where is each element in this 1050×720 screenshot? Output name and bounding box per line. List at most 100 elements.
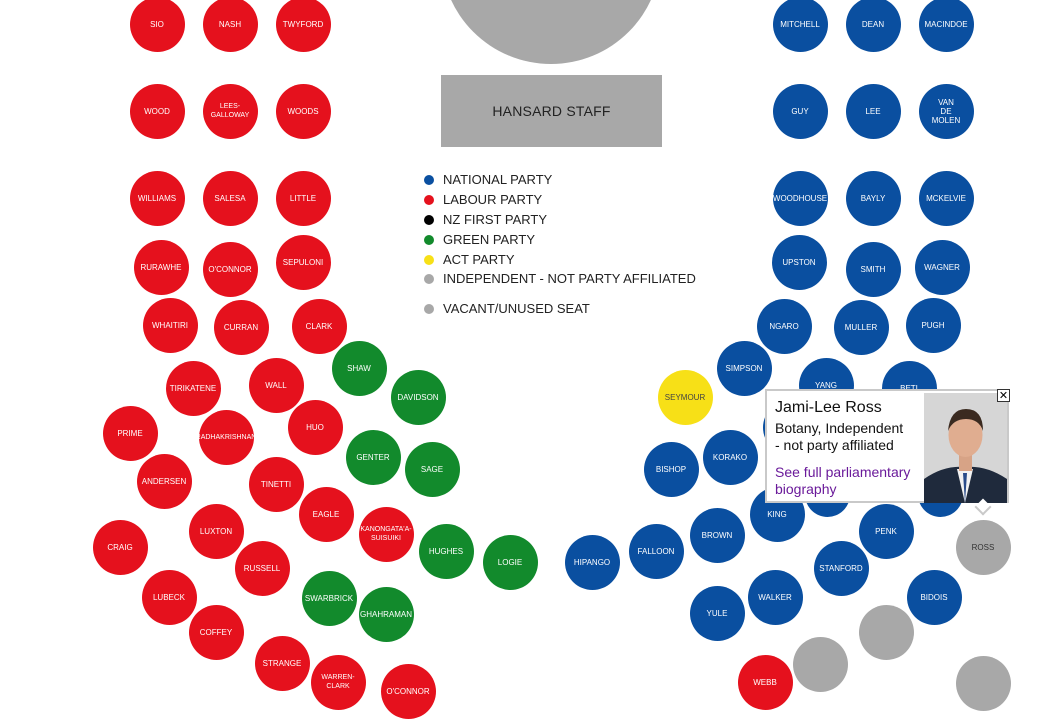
seat-warren-clark[interactable]: WARREN- CLARK bbox=[310, 654, 366, 710]
full-biography-link[interactable]: See full parliamentary biography bbox=[775, 464, 911, 497]
legend-label: INDEPENDENT - NOT PARTY AFFILIATED bbox=[443, 271, 696, 286]
seat-craig[interactable]: CRAIG bbox=[92, 519, 148, 575]
seat-mitchell[interactable]: MITCHELL bbox=[772, 0, 828, 52]
popup-member-name: Jami-Lee Ross bbox=[775, 399, 882, 416]
seat-vacant bbox=[955, 655, 1011, 711]
seat-yule[interactable]: YULE bbox=[689, 585, 745, 641]
close-icon[interactable]: ✕ bbox=[997, 389, 1010, 402]
seat-muller[interactable]: MULLER bbox=[833, 299, 889, 355]
seat-korako[interactable]: KORAKO bbox=[702, 429, 758, 485]
seat-dean[interactable]: DEAN bbox=[845, 0, 901, 52]
legend-dot-icon bbox=[424, 303, 434, 314]
legend-dot-icon bbox=[424, 254, 434, 265]
seat-webb[interactable]: WEBB bbox=[737, 654, 793, 710]
seat-tirikatene[interactable]: TIRIKATENE bbox=[165, 360, 221, 416]
legend-item-act: ACT PARTY bbox=[424, 252, 515, 267]
seat-logie[interactable]: LOGIE bbox=[482, 534, 538, 590]
seat-sage[interactable]: SAGE bbox=[404, 441, 460, 497]
seat-falloon[interactable]: FALLOON bbox=[628, 523, 684, 579]
seat-guy[interactable]: GUY bbox=[772, 83, 828, 139]
seat-kanongata-a-suisuiki[interactable]: KANONGATA'A- SUISUIKI bbox=[358, 506, 414, 562]
seat-macindoe[interactable]: MACINDOE bbox=[918, 0, 974, 52]
seat-o-connor[interactable]: O'CONNOR bbox=[202, 241, 258, 297]
seat-clark[interactable]: CLARK bbox=[291, 298, 347, 354]
seat-bidois[interactable]: BIDOIS bbox=[906, 569, 962, 625]
legend-label: GREEN PARTY bbox=[443, 232, 535, 247]
seat-genter[interactable]: GENTER bbox=[345, 429, 401, 485]
hansard-staff-table: HANSARD STAFF bbox=[441, 75, 662, 147]
seat-whaitiri[interactable]: WHAITIRI bbox=[142, 297, 198, 353]
member-photo bbox=[924, 393, 1007, 503]
legend-item-independent: INDEPENDENT - NOT PARTY AFFILIATED bbox=[424, 271, 696, 286]
seat-stanford[interactable]: STANFORD bbox=[813, 540, 869, 596]
legend-item-labour: LABOUR PARTY bbox=[424, 192, 542, 207]
seat-seymour[interactable]: SEYMOUR bbox=[657, 369, 713, 425]
seat-lubeck[interactable]: LUBECK bbox=[141, 569, 197, 625]
legend-dot-icon bbox=[424, 174, 434, 185]
seat-williams[interactable]: WILLIAMS bbox=[129, 170, 185, 226]
seat-bayly[interactable]: BAYLY bbox=[845, 170, 901, 226]
seat-radhakrishnan[interactable]: RADHAKRISHNAN bbox=[196, 409, 256, 465]
seat-little[interactable]: LITTLE bbox=[275, 170, 331, 226]
seat-bishop[interactable]: BISHOP bbox=[643, 441, 699, 497]
seat-sio[interactable]: SIO bbox=[129, 0, 185, 52]
seat-huo[interactable]: HUO bbox=[287, 399, 343, 455]
seat-shaw[interactable]: SHAW bbox=[331, 340, 387, 396]
seat-nash[interactable]: NASH bbox=[202, 0, 258, 52]
seat-brown[interactable]: BROWN bbox=[689, 507, 745, 563]
seat-twyford[interactable]: TWYFORD bbox=[275, 0, 331, 52]
seat-luxton[interactable]: LUXTON bbox=[188, 503, 244, 559]
seat-woods[interactable]: WOODS bbox=[275, 83, 331, 139]
seat-salesa[interactable]: SALESA bbox=[202, 170, 258, 226]
seat-vacant bbox=[792, 636, 848, 692]
legend-dot-icon bbox=[424, 273, 434, 284]
seat-curran[interactable]: CURRAN bbox=[213, 299, 269, 355]
seat-wood[interactable]: WOOD bbox=[129, 83, 185, 139]
legend-dot-icon bbox=[424, 194, 434, 205]
seat-van-de-molen[interactable]: VAN DE MOLEN bbox=[918, 83, 974, 139]
seat-lee[interactable]: LEE bbox=[845, 83, 901, 139]
popup-member-electorate: Botany, Independent - not party affiliat… bbox=[775, 420, 904, 453]
seat-andersen[interactable]: ANDERSEN bbox=[136, 453, 192, 509]
legend-dot-icon bbox=[424, 234, 434, 245]
seat-hipango[interactable]: HIPANGO bbox=[564, 534, 620, 590]
legend-label: NZ FIRST PARTY bbox=[443, 212, 548, 227]
legend-label: LABOUR PARTY bbox=[443, 192, 543, 207]
seat-hughes[interactable]: HUGHES bbox=[418, 523, 474, 579]
seat-penk[interactable]: PENK bbox=[858, 503, 914, 559]
legend-item-national: NATIONAL PARTY bbox=[424, 172, 552, 187]
speaker-chair bbox=[441, 0, 661, 64]
seat-russell[interactable]: RUSSELL bbox=[234, 540, 290, 596]
seat-o-connor[interactable]: O'CONNOR bbox=[380, 663, 436, 719]
seat-davidson[interactable]: DAVIDSON bbox=[390, 369, 446, 425]
legend-item-nzfirst: NZ FIRST PARTY bbox=[424, 212, 547, 227]
legend-label: VACANT/UNUSED SEAT bbox=[443, 301, 590, 316]
seat-prime[interactable]: PRIME bbox=[102, 405, 158, 461]
seat-sepuloni[interactable]: SEPULONI bbox=[275, 234, 331, 290]
seat-swarbrick[interactable]: SWARBRICK bbox=[301, 570, 357, 626]
seat-lees-galloway[interactable]: LEES- GALLOWAY bbox=[202, 83, 258, 139]
member-popup: Jami-Lee Ross Botany, Independent - not … bbox=[765, 389, 1010, 516]
seat-simpson[interactable]: SIMPSON bbox=[716, 340, 772, 396]
seat-ghahraman[interactable]: GHAHRAMAN bbox=[358, 586, 414, 642]
seat-coffey[interactable]: COFFEY bbox=[188, 604, 244, 660]
seat-eagle[interactable]: EAGLE bbox=[298, 486, 354, 542]
seat-upston[interactable]: UPSTON bbox=[771, 234, 827, 290]
legend-item-vacant: VACANT/UNUSED SEAT bbox=[424, 301, 590, 316]
seat-ross[interactable]: ROSS bbox=[955, 519, 1011, 575]
seat-pugh[interactable]: PUGH bbox=[905, 297, 961, 353]
seat-walker[interactable]: WALKER bbox=[747, 569, 803, 625]
seat-wall[interactable]: WALL bbox=[248, 357, 304, 413]
legend-dot-icon bbox=[424, 214, 434, 225]
seat-ngaro[interactable]: NGARO bbox=[756, 298, 812, 354]
seat-rurawhe[interactable]: RURAWHE bbox=[133, 239, 189, 295]
seat-vacant bbox=[858, 604, 914, 660]
seat-wagner[interactable]: WAGNER bbox=[914, 239, 970, 295]
seat-strange[interactable]: STRANGE bbox=[254, 635, 310, 691]
legend-label: NATIONAL PARTY bbox=[443, 172, 553, 187]
seat-mckelvie[interactable]: MCKELVIE bbox=[918, 170, 974, 226]
legend-item-green: GREEN PARTY bbox=[424, 232, 535, 247]
seat-tinetti[interactable]: TINETTI bbox=[248, 456, 304, 512]
seat-smith[interactable]: SMITH bbox=[845, 241, 901, 297]
seat-woodhouse[interactable]: WOODHOUSE bbox=[772, 170, 828, 226]
